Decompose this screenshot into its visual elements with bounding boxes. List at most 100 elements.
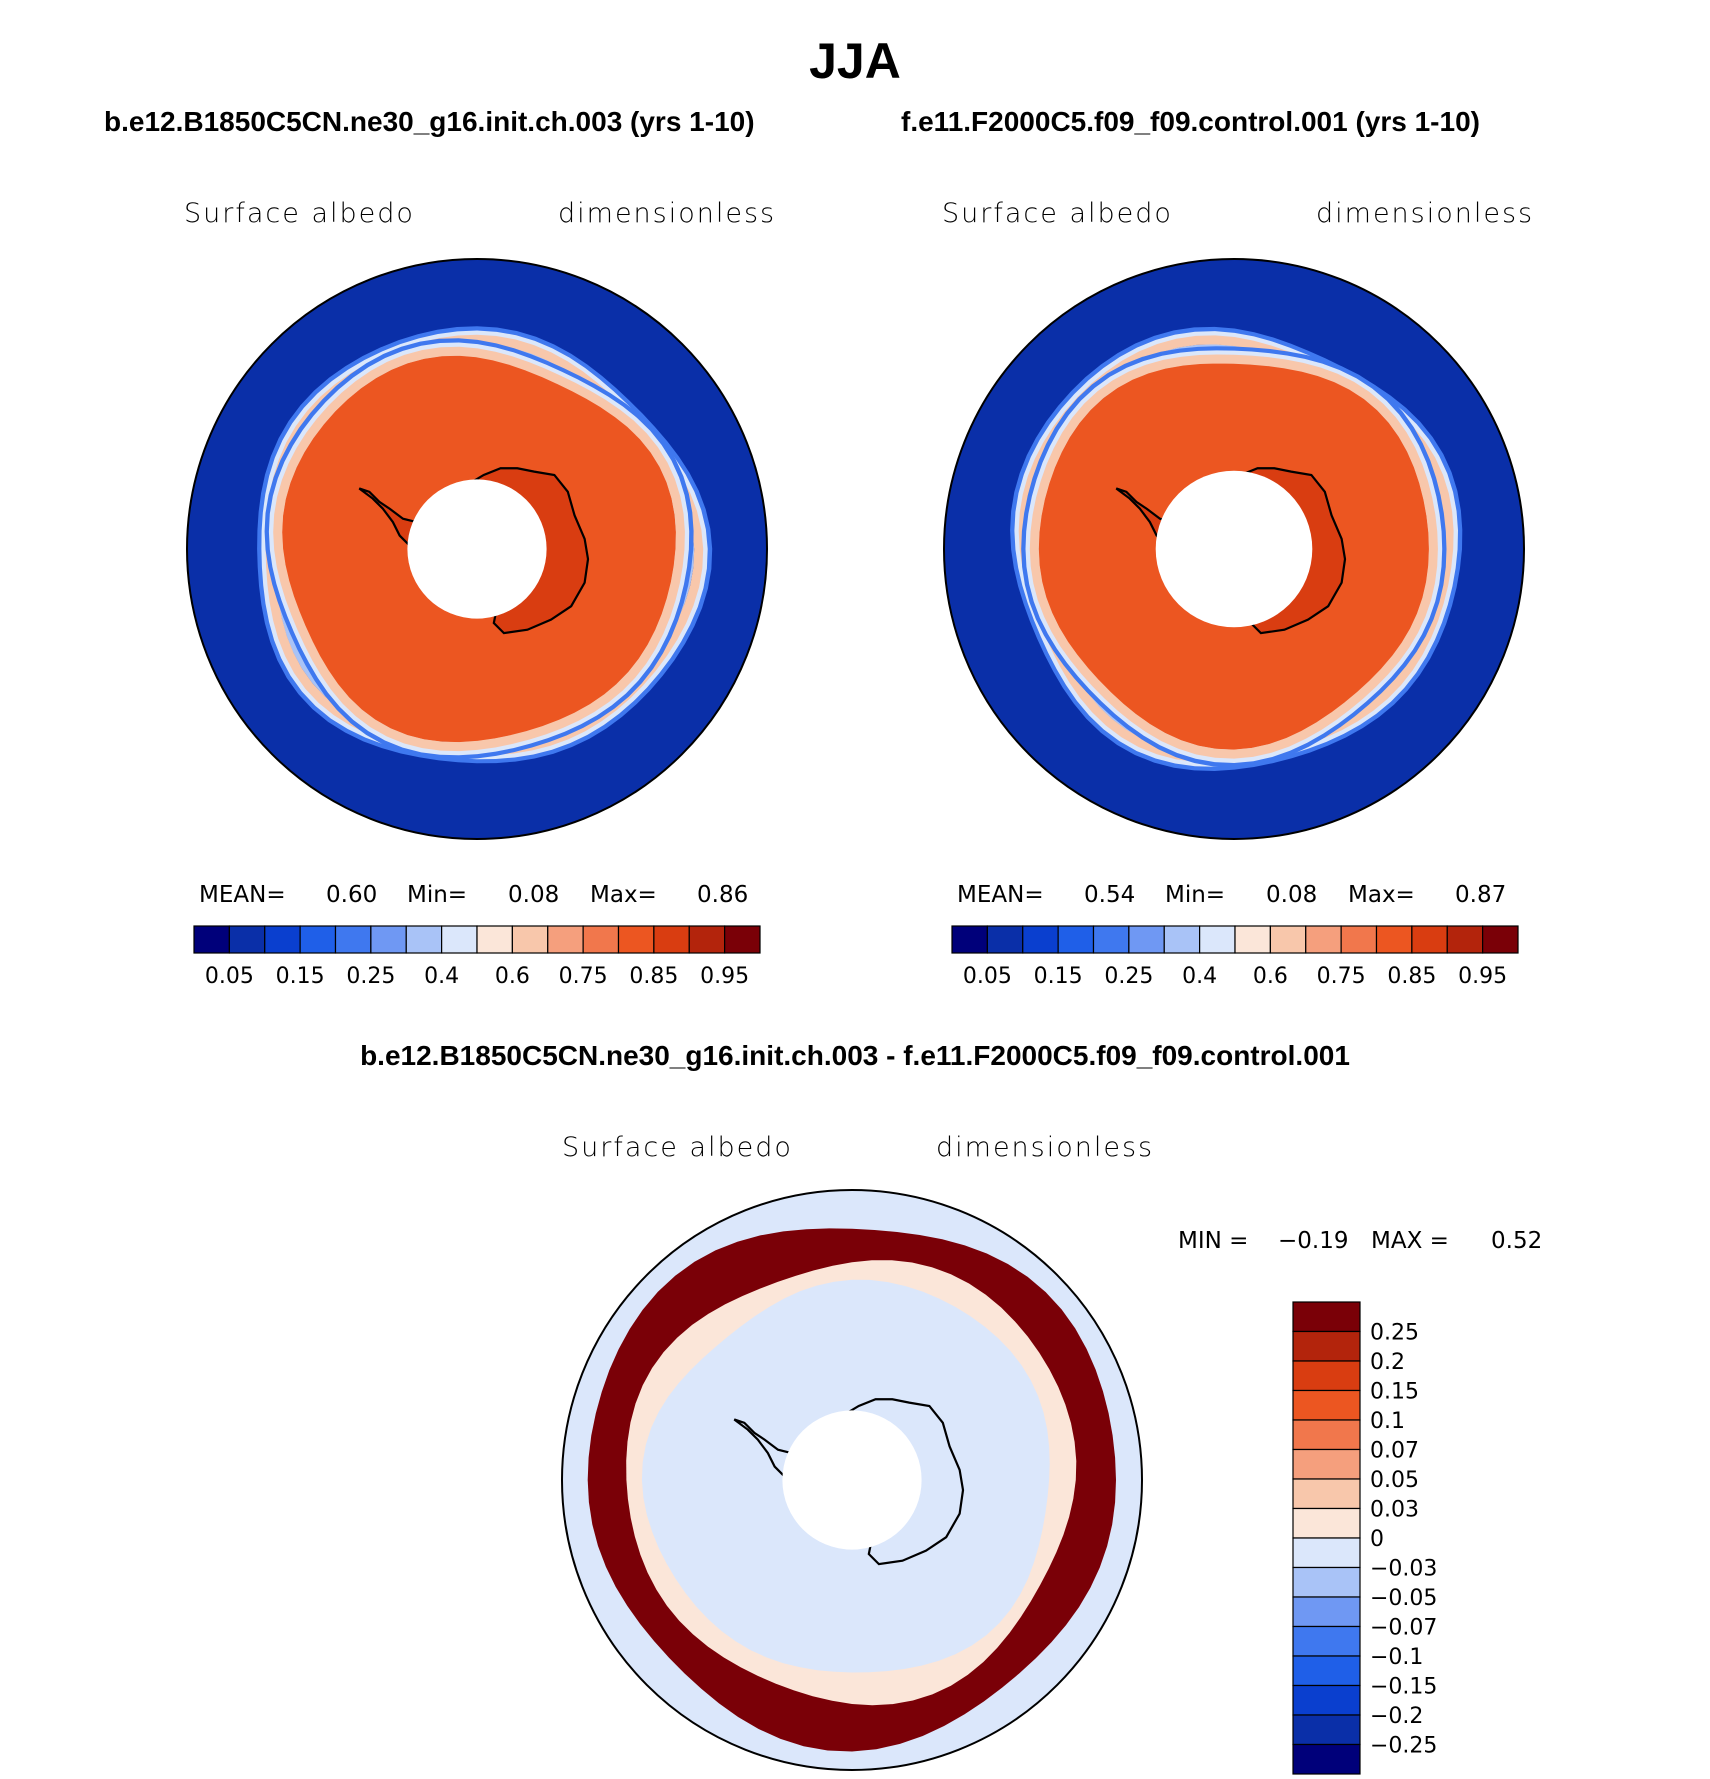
colorbar-1-swatch <box>511 925 549 954</box>
colorbar-difference-swatch <box>1292 1684 1361 1716</box>
map-3-border <box>561 1189 1143 1771</box>
colorbar-difference-tick-label: −0.05 <box>1370 1586 1437 1611</box>
colorbar-difference-swatch <box>1292 1714 1361 1746</box>
panel-1-min-value: 0.08 <box>508 882 560 908</box>
panel-2-max-value: 0.87 <box>1455 882 1507 908</box>
colorbar-2-swatch <box>1305 925 1342 954</box>
colorbar-difference-swatch <box>1292 1389 1361 1421</box>
colorbar-1-swatch <box>228 925 266 954</box>
colorbar-difference-swatch <box>1292 1330 1361 1362</box>
colorbar-panel-1: 0.05 0.15 0.25 0.4 0.6 0.75 0.85 0.95 <box>193 925 761 989</box>
colorbar-2-swatch <box>1234 925 1271 954</box>
colorbar-1-tick-label: 0.95 <box>700 964 749 989</box>
map-1-polar-hole <box>407 479 547 619</box>
colorbar-1-tick-label: 0.6 <box>495 964 530 989</box>
map-panel-3 <box>561 1189 1143 1771</box>
colorbar-1-swatch <box>476 925 513 954</box>
colorbar-difference-swatch <box>1292 1566 1361 1598</box>
map-3-polar-hole <box>782 1410 922 1550</box>
map-1-edge-band-2 <box>273 346 685 752</box>
colorbar-1-swatch <box>334 925 372 954</box>
colorbar-1-swatch <box>617 925 655 954</box>
colorbar-2-tick-label: 0.75 <box>1317 964 1366 989</box>
colorbar-panel-2: 0.05 0.15 0.25 0.4 0.6 0.75 0.85 0.95 <box>951 925 1519 989</box>
colorbar-difference-swatch <box>1292 1743 1361 1775</box>
panel-2-min-value: 0.08 <box>1266 882 1318 908</box>
colorbar-1-swatch <box>370 925 407 954</box>
difference-max-label: MAX = <box>1371 1228 1449 1254</box>
colorbar-difference-tick-label: −0.07 <box>1370 1616 1437 1641</box>
difference-max-value: 0.52 <box>1491 1228 1543 1254</box>
colorbar-difference-tick-label: 0.2 <box>1370 1350 1405 1375</box>
colorbar-difference-swatch <box>1292 1596 1361 1628</box>
colorbar-difference-swatch <box>1292 1301 1361 1333</box>
colorbar-difference-swatch <box>1292 1360 1361 1392</box>
colorbar-2-tick-label: 0.95 <box>1458 964 1507 989</box>
colorbar-1-tick-label: 0.05 <box>205 964 254 989</box>
panel-1-variable-label: Surface albedo <box>184 198 415 229</box>
colorbar-difference-tick-label: 0.05 <box>1370 1468 1419 1493</box>
colorbar-difference-tick-label: 0.15 <box>1370 1380 1419 1405</box>
map-2-polar-hole <box>1155 470 1313 628</box>
panel-2-mean-label: MEAN= <box>957 882 1044 908</box>
colorbar-2-tick-label: 0.25 <box>1104 964 1153 989</box>
colorbar-1-tick-label: 0.85 <box>629 964 678 989</box>
map-2-edge-band-2 <box>1029 354 1438 759</box>
panel-1-units-label: dimensionless <box>558 198 777 229</box>
colorbar-difference-tick-label: −0.2 <box>1370 1704 1423 1729</box>
colorbar-difference-tick-label: 0.03 <box>1370 1498 1419 1523</box>
colorbar-1-swatch <box>688 925 726 954</box>
panel-1-min-label: Min= <box>407 882 468 908</box>
difference-variable-label: Surface albedo <box>562 1132 793 1163</box>
difference-min-value: −0.19 <box>1278 1228 1349 1254</box>
colorbar-1-swatch <box>441 925 478 954</box>
colorbar-2-swatch <box>1340 925 1378 954</box>
colorbar-difference-tick-label: −0.03 <box>1370 1557 1437 1582</box>
colorbar-difference-tick-label: −0.15 <box>1370 1675 1437 1700</box>
colorbar-difference-tick-label: −0.1 <box>1370 1645 1423 1670</box>
colorbar-1-swatch <box>264 925 301 954</box>
panel-1-max-value: 0.86 <box>697 882 749 908</box>
panel-1-title: b.e12.B1850C5CN.ne30_g16.init.ch.003 (yr… <box>104 106 755 137</box>
colorbar-1-swatch <box>582 925 620 954</box>
colorbar-1-swatch <box>193 925 230 954</box>
map-2-border <box>943 258 1525 840</box>
colorbar-2-tick-label: 0.15 <box>1034 964 1083 989</box>
colorbar-2-swatch <box>1269 925 1307 954</box>
colorbar-difference-tick-label: −0.25 <box>1370 1734 1437 1759</box>
colorbar-difference-tick-label: 0.25 <box>1370 1321 1419 1346</box>
colorbar-1-tick-label: 0.75 <box>559 964 608 989</box>
colorbar-2-swatch <box>1163 925 1201 954</box>
panel-1-mean-label: MEAN= <box>199 882 286 908</box>
panel-1-mean-value: 0.60 <box>326 882 378 908</box>
colorbar-2-swatch <box>986 925 1024 954</box>
colorbar-2-swatch <box>1375 925 1413 954</box>
colorbar-2-tick-label: 0.05 <box>963 964 1012 989</box>
colorbar-1-swatch <box>653 925 690 954</box>
colorbar-2-swatch <box>1446 925 1484 954</box>
colorbar-1-swatch <box>724 925 761 954</box>
colorbar-difference-swatch <box>1292 1537 1361 1569</box>
panel-2-units-label: dimensionless <box>1316 198 1535 229</box>
colorbar-2-swatch <box>1482 925 1519 954</box>
panel-2-max-label: Max= <box>1348 882 1415 908</box>
panel-2-title: f.e11.F2000C5.f09_f09.control.001 (yrs 1… <box>901 106 1480 137</box>
map-panel-1 <box>186 258 768 840</box>
colorbar-2-swatch <box>1022 925 1059 954</box>
panel-2-min-label: Min= <box>1165 882 1226 908</box>
colorbar-2-tick-label: 0.85 <box>1387 964 1436 989</box>
difference-title: b.e12.B1850C5CN.ne30_g16.init.ch.003 - f… <box>360 1040 1350 1071</box>
map-1-border <box>186 258 768 840</box>
difference-min-label: MIN = <box>1178 1228 1249 1254</box>
figure-title: JJA <box>809 33 901 89</box>
colorbar-2-swatch <box>1199 925 1236 954</box>
colorbar-2-swatch <box>1411 925 1448 954</box>
difference-units-label: dimensionless <box>936 1132 1155 1163</box>
panel-1-max-label: Max= <box>590 882 657 908</box>
colorbar-difference-swatch <box>1292 1655 1361 1687</box>
panel-2-variable-label: Surface albedo <box>942 198 1173 229</box>
colorbar-difference-swatch <box>1292 1478 1361 1510</box>
colorbar-2-tick-label: 0.6 <box>1253 964 1288 989</box>
colorbar-difference-swatch <box>1292 1625 1361 1657</box>
